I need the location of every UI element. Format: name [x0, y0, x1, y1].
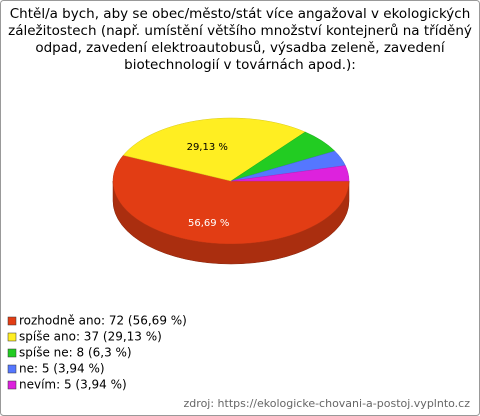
legend-label: spíše ne: 8 (6,3 %): [19, 346, 132, 360]
legend-swatch: [7, 316, 17, 326]
legend-label: rozhodně ano: 72 (56,69 %): [19, 314, 187, 328]
title-line: biotechnologií v továrnách apod.):: [124, 57, 356, 73]
legend-swatch: [7, 364, 17, 374]
value-label: 29,13 %: [187, 142, 228, 153]
legend-swatch: [7, 332, 17, 342]
title-line: Chtěl/a bych, aby se obec/město/stát víc…: [10, 6, 471, 22]
value-label: 56,69 %: [188, 218, 229, 229]
slice: [112, 155, 350, 245]
source: zdroj: https://ekologicke-chovani-a-post…: [184, 397, 471, 410]
legend-label: nevím: 5 (3,94 %): [19, 378, 127, 392]
legend-swatch: [7, 348, 17, 358]
title-line: odpad, zavedení elektroautobusů, výsadba…: [35, 40, 446, 56]
legend-label: spíše ano: 37 (29,13 %): [19, 330, 162, 344]
legend-swatch: [7, 380, 17, 390]
slice: [122, 117, 306, 182]
title-line: záležitostech (např. umístění většího mn…: [8, 23, 472, 39]
slice: [230, 165, 350, 182]
legend-label: ne: 5 (3,94 %): [19, 362, 105, 376]
